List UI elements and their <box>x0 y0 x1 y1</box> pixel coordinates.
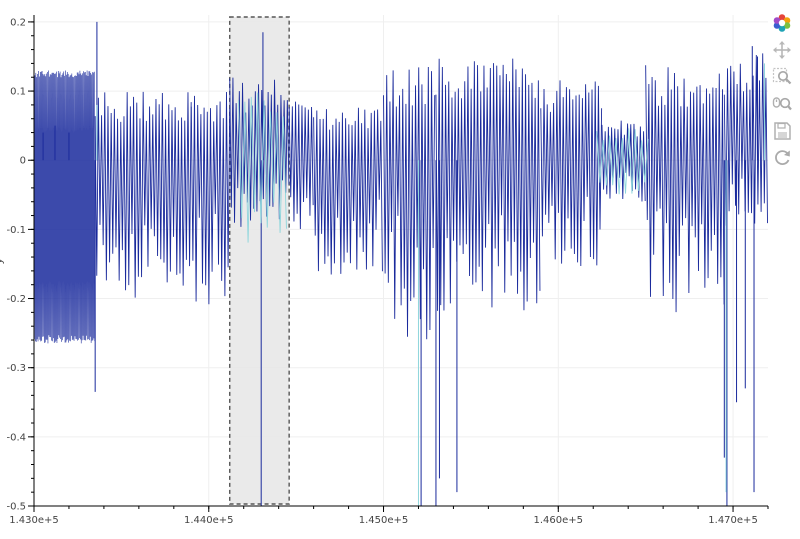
y-tick-label-7: -0.5 <box>6 502 26 513</box>
reset-tool-icon[interactable] <box>771 147 793 169</box>
plot-toolbar <box>769 12 795 174</box>
wheel-zoom-tool-icon[interactable] <box>771 93 793 115</box>
x-tick-label-1: 1.440e+5 <box>184 515 234 526</box>
y-tick-label-4: -0.2 <box>6 294 26 305</box>
y-axis-label: y <box>0 256 5 264</box>
y-tick-label-5: -0.3 <box>6 363 26 374</box>
series-0-segment-11 <box>723 53 768 226</box>
y-tick-label-6: -0.4 <box>6 432 26 443</box>
x-tick-label-2: 1.450e+5 <box>359 515 409 526</box>
selection-layer <box>229 16 290 505</box>
x-tick-label-3: 1.460e+5 <box>534 515 584 526</box>
series-0-segment-7 <box>435 58 541 311</box>
series-0-segment-0 <box>33 70 96 344</box>
pan-tool-icon[interactable] <box>771 39 793 61</box>
save-tool-icon[interactable] <box>771 120 793 142</box>
y-tick-label-1: 0.1 <box>10 87 26 98</box>
box-select-overlay <box>229 16 290 505</box>
series-1-segment-1 <box>596 128 649 195</box>
y-tick-label-2: 0 <box>20 156 26 167</box>
x-tick-label-4: 1.470e+5 <box>708 515 758 526</box>
y-tick-label-0: 0.2 <box>10 17 26 28</box>
series-layer <box>33 21 768 506</box>
series-0-segment-8 <box>540 80 603 267</box>
series-0-segment-10 <box>645 65 725 313</box>
series-1 <box>96 63 766 506</box>
box-zoom-tool-icon[interactable] <box>771 66 793 88</box>
series-0-segment-5 <box>313 107 383 275</box>
x-tick-label-0: 1.430e+5 <box>9 515 59 526</box>
bokeh-logo-icon[interactable] <box>771 12 793 34</box>
series-0 <box>33 21 768 506</box>
series-0-segment-1 <box>94 91 192 298</box>
series-0-segment-6 <box>383 66 436 340</box>
series-1-segment-0 <box>238 92 287 243</box>
axes: 1.430e+5 1.440e+5 1.450e+5 1.460e+5 1.470e+5… <box>6 15 769 526</box>
y-tick-label-3: -0.1 <box>6 225 26 236</box>
series-0-segment-4 <box>288 101 314 229</box>
series-0-segment-2 <box>190 91 231 305</box>
